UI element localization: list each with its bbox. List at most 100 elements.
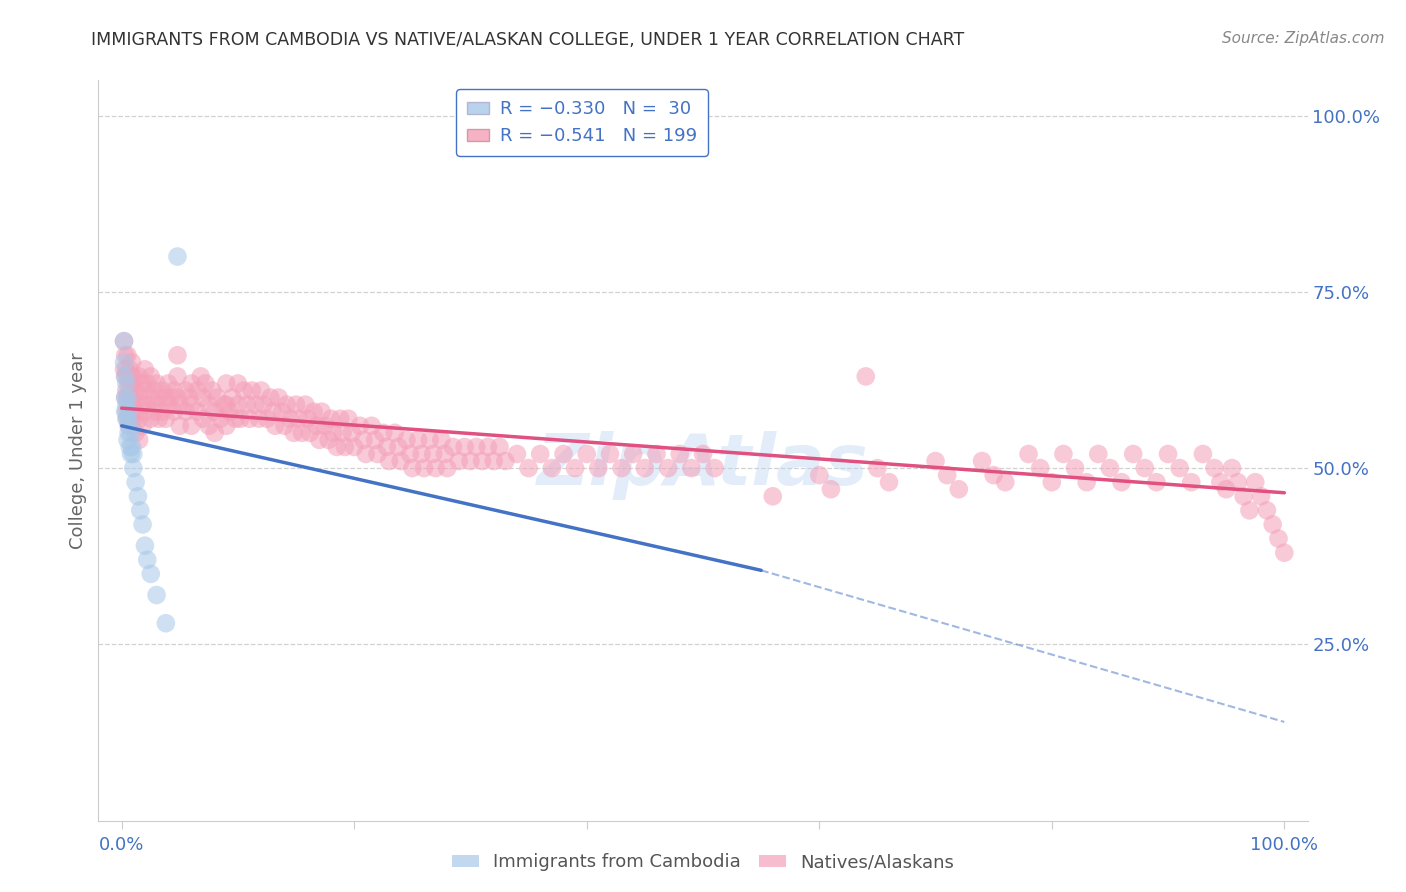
Point <box>1239 503 1261 517</box>
Point <box>180 398 202 412</box>
Point <box>124 384 146 398</box>
Point <box>114 369 136 384</box>
Point <box>114 391 136 405</box>
Point <box>517 461 540 475</box>
Point <box>117 369 139 384</box>
Point <box>337 411 360 425</box>
Point <box>236 398 259 412</box>
Point <box>1192 447 1215 461</box>
Point <box>118 418 141 433</box>
Point <box>1226 475 1249 490</box>
Point <box>190 369 212 384</box>
Point <box>1267 532 1289 546</box>
Point <box>494 454 516 468</box>
Point <box>252 398 274 412</box>
Point <box>1098 461 1121 475</box>
Point <box>127 489 149 503</box>
Point <box>413 461 436 475</box>
Point <box>112 334 135 348</box>
Point <box>866 461 889 475</box>
Point <box>1064 461 1087 475</box>
Point <box>118 405 141 419</box>
Point <box>174 405 197 419</box>
Point <box>166 391 188 405</box>
Point <box>115 411 138 425</box>
Point <box>256 411 278 425</box>
Point <box>621 447 644 461</box>
Point <box>221 391 243 405</box>
Point <box>645 447 668 461</box>
Point <box>406 433 429 447</box>
Point <box>283 425 305 440</box>
Point <box>447 454 470 468</box>
Point <box>124 475 146 490</box>
Point <box>229 411 252 425</box>
Point <box>124 405 146 419</box>
Point <box>433 447 456 461</box>
Point <box>1256 503 1278 517</box>
Point <box>239 411 262 425</box>
Point <box>204 425 226 440</box>
Point <box>201 384 224 398</box>
Point <box>143 384 166 398</box>
Point <box>1157 447 1180 461</box>
Point <box>120 425 142 440</box>
Point <box>134 384 156 398</box>
Point <box>115 398 138 412</box>
Point <box>273 418 295 433</box>
Y-axis label: College, Under 1 year: College, Under 1 year <box>69 352 87 549</box>
Point <box>297 411 319 425</box>
Point <box>936 468 959 483</box>
Point <box>157 398 180 412</box>
Point <box>482 454 505 468</box>
Point <box>166 369 188 384</box>
Point <box>259 391 281 405</box>
Point <box>1244 475 1267 490</box>
Point <box>506 447 529 461</box>
Point <box>599 447 621 461</box>
Point <box>215 376 238 391</box>
Point <box>681 461 703 475</box>
Point <box>287 411 309 425</box>
Point <box>194 376 217 391</box>
Point <box>134 539 156 553</box>
Point <box>128 433 150 447</box>
Point <box>131 376 153 391</box>
Point <box>308 433 330 447</box>
Point <box>114 391 136 405</box>
Point <box>564 461 586 475</box>
Point <box>148 391 170 405</box>
Point <box>186 384 208 398</box>
Point <box>634 461 657 475</box>
Point <box>128 369 150 384</box>
Point <box>121 398 143 412</box>
Point <box>529 447 551 461</box>
Point <box>112 362 135 376</box>
Point <box>145 588 167 602</box>
Point <box>179 391 201 405</box>
Point <box>205 391 228 405</box>
Legend: Immigrants from Cambodia, Natives/Alaskans: Immigrants from Cambodia, Natives/Alaska… <box>444 847 962 879</box>
Point <box>157 376 180 391</box>
Point <box>610 461 633 475</box>
Point <box>139 391 162 405</box>
Point <box>668 447 690 461</box>
Point <box>657 461 679 475</box>
Point <box>218 405 240 419</box>
Point <box>118 362 141 376</box>
Point <box>115 384 138 398</box>
Point <box>136 376 159 391</box>
Point <box>191 411 214 425</box>
Legend: R = −0.330   N =  30, R = −0.541   N = 199: R = −0.330 N = 30, R = −0.541 N = 199 <box>457 89 707 156</box>
Point <box>354 447 377 461</box>
Point <box>471 454 494 468</box>
Point <box>134 405 156 419</box>
Point <box>302 405 325 419</box>
Point <box>877 475 900 490</box>
Point <box>139 411 162 425</box>
Point <box>294 398 316 412</box>
Point <box>145 398 167 412</box>
Point <box>855 369 877 384</box>
Point <box>762 489 785 503</box>
Point <box>453 440 475 454</box>
